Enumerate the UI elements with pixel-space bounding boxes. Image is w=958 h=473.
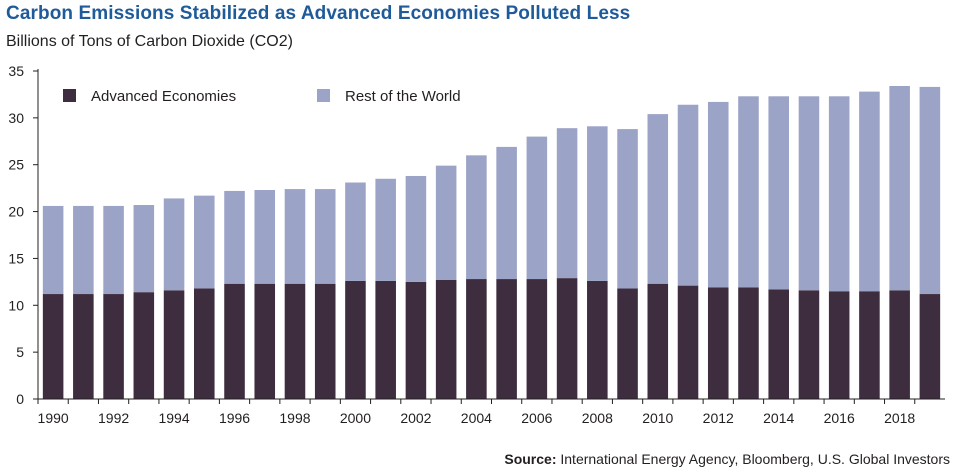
- bar-rest-of-world: [617, 129, 638, 289]
- legend-label: Advanced Economies: [91, 88, 236, 105]
- x-tick-label: 2006: [521, 410, 552, 426]
- x-tick-label: 1992: [98, 410, 129, 426]
- bar-rest-of-world: [375, 178, 396, 281]
- x-tick-label: 2010: [642, 410, 673, 426]
- legend-swatch: [63, 89, 76, 102]
- bar-advanced-economies: [375, 280, 396, 399]
- bar-rest-of-world: [496, 146, 517, 280]
- bar-advanced-economies: [828, 291, 850, 399]
- bar-rest-of-world: [194, 195, 215, 289]
- legend-swatch: [317, 89, 330, 102]
- x-tick-label: 2014: [763, 410, 794, 426]
- bar-advanced-economies: [798, 290, 820, 399]
- chart-subtitle: Billions of Tons of Carbon Dioxide (CO2): [6, 33, 293, 50]
- bar-rest-of-world: [42, 205, 64, 295]
- source-label: Source:: [504, 451, 557, 467]
- bar-rest-of-world: [103, 205, 124, 295]
- bar-rest-of-world: [163, 198, 185, 291]
- bar-advanced-economies: [647, 283, 669, 399]
- y-tick-label: 35: [8, 63, 24, 79]
- bar-advanced-economies: [526, 279, 548, 399]
- x-tick-label: 1994: [158, 410, 189, 426]
- bar-rest-of-world: [587, 126, 608, 281]
- x-tick-label: 2012: [703, 410, 734, 426]
- bar-advanced-economies: [314, 283, 336, 399]
- x-tick-label: 2004: [461, 410, 492, 426]
- bar-rest-of-world: [435, 165, 457, 280]
- bar-rest-of-world: [466, 155, 487, 280]
- bar-advanced-economies: [919, 294, 941, 399]
- y-tick-label: 15: [8, 250, 24, 266]
- bar-rest-of-world: [859, 91, 880, 292]
- x-tick-label: 2000: [340, 410, 371, 426]
- bar-advanced-economies: [466, 279, 487, 399]
- bar-advanced-economies: [496, 279, 517, 399]
- bar-advanced-economies: [435, 279, 457, 399]
- bar-advanced-economies: [587, 280, 608, 399]
- bar-advanced-economies: [859, 291, 880, 399]
- bar-advanced-economies: [284, 283, 306, 399]
- x-tick-label: 2018: [884, 410, 915, 426]
- bar-advanced-economies: [42, 294, 64, 399]
- bar-rest-of-world: [828, 96, 850, 292]
- y-tick-label: 20: [8, 204, 24, 220]
- bar-rest-of-world: [647, 114, 669, 284]
- x-tick-label: 2002: [400, 410, 431, 426]
- bar-advanced-economies: [194, 288, 215, 399]
- bar-rest-of-world: [224, 190, 245, 284]
- bar-rest-of-world: [526, 136, 548, 280]
- bar-rest-of-world: [919, 86, 941, 295]
- bar-advanced-economies: [133, 292, 155, 399]
- bar-advanced-economies: [707, 287, 729, 399]
- y-tick-label: 10: [8, 297, 24, 313]
- bar-rest-of-world: [768, 96, 789, 290]
- bar-advanced-economies: [738, 287, 759, 399]
- bar-advanced-economies: [768, 289, 789, 399]
- bar-series-group: [42, 85, 941, 399]
- bar-rest-of-world: [254, 190, 276, 284]
- x-tick-label: 1996: [219, 410, 250, 426]
- chart-title: Carbon Emissions Stabilized as Advanced …: [6, 3, 631, 24]
- bar-advanced-economies: [103, 294, 124, 399]
- bar-rest-of-world: [133, 205, 155, 293]
- bar-rest-of-world: [284, 189, 306, 284]
- source-text: International Energy Agency, Bloomberg, …: [556, 451, 950, 467]
- bar-advanced-economies: [405, 281, 427, 399]
- bar-rest-of-world: [738, 96, 759, 288]
- bar-rest-of-world: [345, 182, 366, 281]
- y-tick-label: 0: [16, 391, 24, 407]
- bar-advanced-economies: [224, 283, 245, 399]
- bar-advanced-economies: [617, 288, 638, 399]
- x-tick-label: 2016: [824, 410, 855, 426]
- x-tick-label: 1990: [38, 410, 69, 426]
- bar-rest-of-world: [405, 175, 427, 282]
- bar-advanced-economies: [677, 285, 699, 399]
- bar-rest-of-world: [73, 205, 94, 295]
- bar-rest-of-world: [707, 101, 729, 288]
- y-tick-label: 5: [16, 344, 24, 360]
- bar-advanced-economies: [556, 278, 578, 399]
- bar-advanced-economies: [254, 283, 276, 399]
- bar-rest-of-world: [556, 128, 578, 279]
- bar-rest-of-world: [677, 104, 699, 286]
- legend-label: Rest of the World: [345, 88, 461, 105]
- bar-advanced-economies: [163, 290, 185, 399]
- y-tick-label: 30: [8, 110, 24, 126]
- x-tick-label: 2008: [582, 410, 613, 426]
- bar-rest-of-world: [314, 189, 336, 284]
- bar-rest-of-world: [889, 85, 910, 291]
- bar-advanced-economies: [889, 290, 910, 399]
- source-note: Source: International Energy Agency, Blo…: [504, 451, 950, 467]
- legend: Advanced Economies Rest of the World: [63, 88, 461, 105]
- bar-rest-of-world: [798, 96, 820, 291]
- x-tick-label: 1998: [279, 410, 310, 426]
- y-tick-label: 25: [8, 157, 24, 173]
- bar-advanced-economies: [345, 280, 366, 399]
- y-axis: 0 5 10 15 20 25 30 35: [8, 63, 39, 407]
- x-axis: 1990 1992 1994 1996 1998 2000 2002 2004 2006 2008…: [37, 398, 945, 426]
- bar-advanced-economies: [73, 294, 94, 399]
